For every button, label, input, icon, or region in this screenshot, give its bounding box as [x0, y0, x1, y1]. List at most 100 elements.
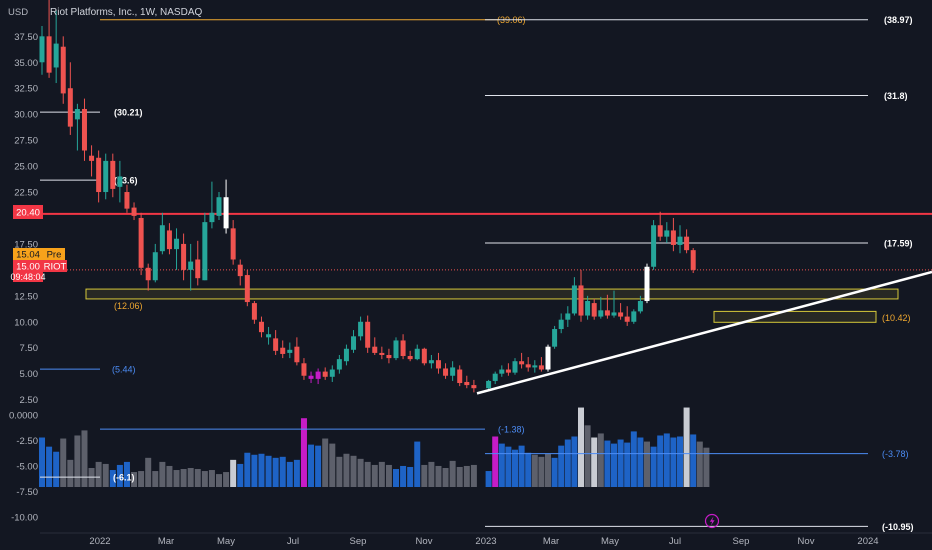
candle-body[interactable] — [450, 367, 456, 376]
histogram-bar[interactable] — [677, 436, 683, 487]
histogram-bar[interactable] — [650, 446, 657, 487]
candle-body[interactable] — [532, 365, 538, 368]
candle-body[interactable] — [89, 155, 95, 161]
candle-body[interactable] — [421, 348, 427, 364]
lightning-icon[interactable] — [704, 513, 720, 529]
candle-body[interactable] — [499, 369, 505, 374]
histogram-bar[interactable] — [223, 472, 230, 487]
candle-body[interactable] — [690, 250, 696, 270]
histogram-bar[interactable] — [696, 441, 703, 487]
histogram-bar[interactable] — [456, 466, 463, 487]
histogram-bar[interactable] — [60, 438, 67, 487]
histogram-bar[interactable] — [512, 449, 518, 487]
candle-body[interactable] — [379, 352, 385, 355]
candle-body[interactable] — [343, 348, 349, 362]
support-zone-upper[interactable] — [85, 288, 899, 300]
candle-body[interactable] — [308, 375, 314, 379]
histogram-bar[interactable] — [492, 436, 499, 487]
histogram-bar[interactable] — [279, 456, 286, 487]
histogram-bar[interactable] — [300, 418, 307, 487]
histogram-bar[interactable] — [558, 445, 565, 487]
candle-body[interactable] — [664, 230, 670, 237]
candle-body[interactable] — [195, 259, 201, 279]
histogram-bar[interactable] — [265, 455, 272, 487]
histogram-bar[interactable] — [53, 451, 60, 487]
histogram-bar[interactable] — [564, 439, 571, 487]
histogram-bar[interactable] — [663, 433, 670, 487]
candle-body[interactable] — [294, 346, 300, 363]
histogram-bar[interactable] — [293, 459, 300, 487]
histogram-bar[interactable] — [308, 444, 315, 487]
histogram-bar[interactable] — [617, 439, 624, 487]
histogram-bar[interactable] — [145, 457, 152, 487]
histogram-bar[interactable] — [95, 461, 102, 487]
candle-body[interactable] — [644, 266, 650, 302]
candle-body[interactable] — [598, 310, 604, 317]
candle-body[interactable] — [443, 368, 449, 376]
candle-body[interactable] — [358, 321, 364, 337]
candle-body[interactable] — [545, 346, 551, 370]
candle-body[interactable] — [181, 243, 187, 270]
candle-body[interactable] — [174, 238, 180, 250]
candle-body[interactable] — [657, 225, 663, 237]
histogram-bar[interactable] — [116, 464, 123, 487]
candle-body[interactable] — [571, 285, 577, 314]
histogram-bar[interactable] — [329, 443, 336, 487]
histogram-bar[interactable] — [67, 459, 74, 487]
histogram-bar[interactable] — [421, 464, 428, 487]
candle-body[interactable] — [336, 359, 342, 370]
histogram-bar[interactable] — [644, 441, 650, 487]
candle-body[interactable] — [315, 371, 321, 379]
candle-body[interactable] — [244, 275, 250, 303]
candle-body[interactable] — [428, 360, 434, 364]
histogram-bar[interactable] — [123, 461, 130, 487]
histogram-bar[interactable] — [538, 456, 545, 487]
candle-body[interactable] — [519, 361, 525, 365]
histogram-bar[interactable] — [498, 443, 505, 487]
candle-body[interactable] — [53, 43, 59, 68]
histogram-bar[interactable] — [364, 461, 371, 487]
trendline[interactable] — [476, 270, 932, 395]
histogram-bar[interactable] — [578, 407, 584, 487]
histogram-bar[interactable] — [74, 435, 81, 487]
candle-body[interactable] — [103, 160, 109, 193]
candle-body[interactable] — [457, 369, 463, 384]
candle-body[interactable] — [651, 225, 657, 267]
candle-body[interactable] — [230, 228, 236, 260]
candle-body[interactable] — [684, 236, 690, 251]
candle-body[interactable] — [110, 160, 116, 189]
histogram-bar[interactable] — [244, 452, 251, 487]
histogram-bar[interactable] — [315, 445, 322, 487]
candle-body[interactable] — [471, 385, 477, 389]
histogram-bar[interactable] — [525, 452, 532, 487]
candle-body[interactable] — [538, 365, 544, 370]
candle-body[interactable] — [585, 301, 591, 316]
histogram-bar[interactable] — [630, 431, 637, 487]
histogram-bar[interactable] — [166, 465, 173, 487]
candle-body[interactable] — [505, 369, 511, 373]
histogram-bar[interactable] — [286, 461, 293, 487]
candle-body[interactable] — [677, 236, 683, 245]
candle-body[interactable] — [624, 316, 630, 322]
histogram-bar[interactable] — [258, 453, 265, 487]
support-zone-lower[interactable] — [713, 310, 877, 323]
candle-body[interactable] — [435, 360, 441, 369]
histogram-bar[interactable] — [597, 433, 604, 487]
candle-body[interactable] — [251, 303, 257, 320]
candle-body[interactable] — [492, 373, 498, 381]
candle-body[interactable] — [611, 312, 617, 316]
histogram-bar[interactable] — [343, 453, 350, 487]
histogram-bar[interactable] — [485, 471, 492, 487]
histogram-bar[interactable] — [194, 469, 201, 487]
histogram-bar[interactable] — [102, 463, 109, 487]
candle-body[interactable] — [46, 36, 52, 73]
indicator-histogram[interactable] — [39, 407, 710, 487]
candle-body[interactable] — [591, 303, 597, 317]
candle-body[interactable] — [464, 381, 470, 386]
candle-body[interactable] — [631, 311, 637, 322]
histogram-bar[interactable] — [378, 461, 385, 487]
histogram-bar[interactable] — [39, 437, 45, 487]
candle-body[interactable] — [124, 192, 130, 209]
histogram-bar[interactable] — [272, 457, 279, 487]
candle-body[interactable] — [301, 363, 307, 376]
